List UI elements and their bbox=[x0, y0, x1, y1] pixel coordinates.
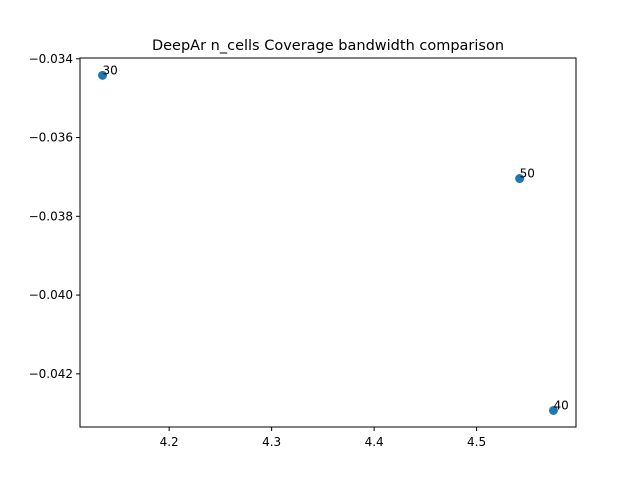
x-tick-label: 4.3 bbox=[262, 435, 281, 449]
x-tick-label: 4.2 bbox=[160, 435, 179, 449]
point-label: 30 bbox=[103, 63, 118, 77]
x-axis-ticks: 4.2 4.3 4.4 4.5 bbox=[160, 427, 486, 449]
x-tick-label: 4.5 bbox=[467, 435, 486, 449]
y-tick-label: −0.042 bbox=[29, 367, 73, 381]
plot-frame bbox=[79, 57, 577, 428]
y-tick-label: −0.038 bbox=[29, 209, 73, 223]
chart-title: DeepAr n_cells Coverage bandwidth compar… bbox=[152, 38, 504, 54]
x-tick-label: 4.4 bbox=[365, 435, 384, 449]
y-tick-label: −0.040 bbox=[29, 288, 73, 302]
point-label: 40 bbox=[553, 398, 568, 412]
y-tick-label: −0.036 bbox=[29, 131, 73, 145]
y-axis-ticks: −0.042 −0.040 −0.038 −0.036 −0.034 bbox=[29, 52, 80, 381]
y-tick-label: −0.034 bbox=[29, 52, 73, 66]
scatter-point bbox=[548, 405, 558, 415]
data-points: 30 50 40 bbox=[98, 63, 569, 415]
scatter-point bbox=[515, 174, 525, 184]
point-label: 50 bbox=[520, 167, 535, 181]
scatter-point bbox=[98, 70, 108, 80]
